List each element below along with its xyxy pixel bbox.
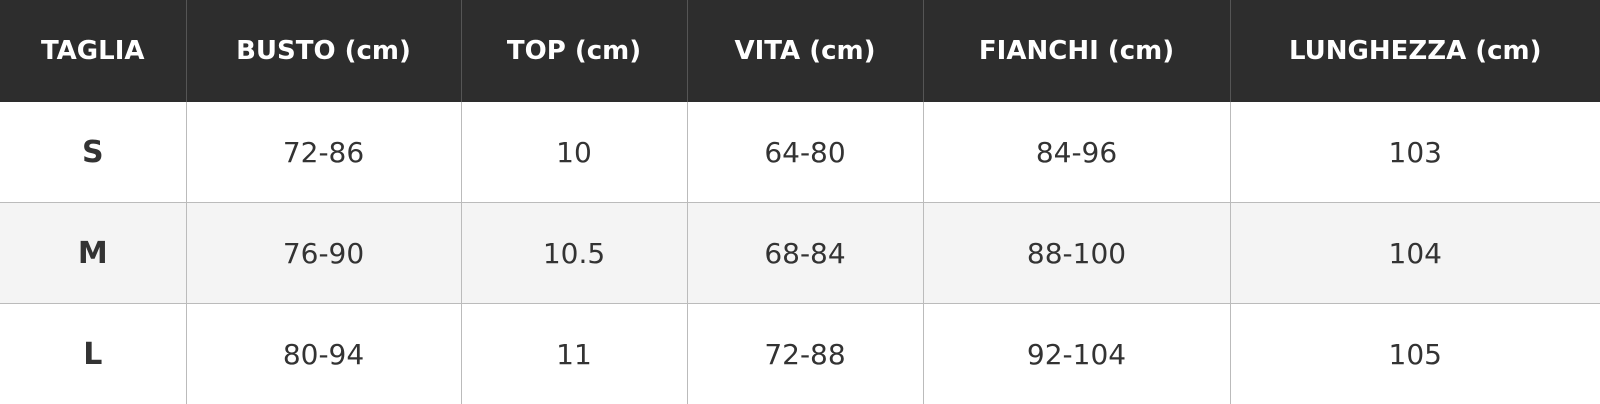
measure-cell: 76-90 [185, 202, 461, 304]
table-header: TAGLIA BUSTO (cm) TOP (cm) VITA (cm) FIANCHI… [0, 0, 1600, 102]
measure-cell: 104 [1229, 202, 1600, 304]
header-cell: LUNGHEZZA (cm) [1229, 0, 1600, 102]
measure-cell: 80-94 [185, 303, 461, 404]
table-row: S 72-86 10 64-80 84-96 103 [0, 102, 1600, 203]
measure-cell: 72-86 [185, 102, 461, 203]
measure-cell: 68-84 [686, 202, 923, 304]
table-body: S 72-86 10 64-80 84-96 103 M 76-90 10.5 68-84 88-1… [0, 102, 1600, 404]
measure-cell: 64-80 [686, 102, 923, 203]
size-cell: L [0, 303, 186, 404]
header-cell: TAGLIA [0, 0, 186, 102]
size-cell: S [81, 134, 104, 170]
measure-cell: 10.5 [460, 202, 687, 304]
table-row: M 76-90 10.5 68-84 88-100 104 [0, 202, 1600, 304]
header-cell: TOP (cm) [460, 0, 687, 102]
header-row: TAGLIA BUSTO (cm) TOP (cm) VITA (cm) FIANCHI… [0, 0, 1600, 102]
measure-cell: 88-100 [922, 202, 1230, 304]
header-cell: FIANCHI (cm) [922, 0, 1230, 102]
measure-cell: 11 [460, 303, 687, 404]
size-cell: M [0, 202, 186, 304]
measure-cell: 10 [460, 102, 687, 203]
measure-cell: 103 [1229, 102, 1600, 203]
measure-cell: 84-96 [922, 102, 1230, 203]
measure-cell: 92-104 [922, 303, 1230, 404]
header-cell: BUSTO (cm) [185, 0, 461, 102]
header-cell: VITA (cm) [686, 0, 923, 102]
measure-cell: 105 [1229, 303, 1600, 404]
measure-cell: 72-88 [686, 303, 923, 404]
table-row: L 80-94 11 72-88 92-104 105 [0, 303, 1600, 404]
